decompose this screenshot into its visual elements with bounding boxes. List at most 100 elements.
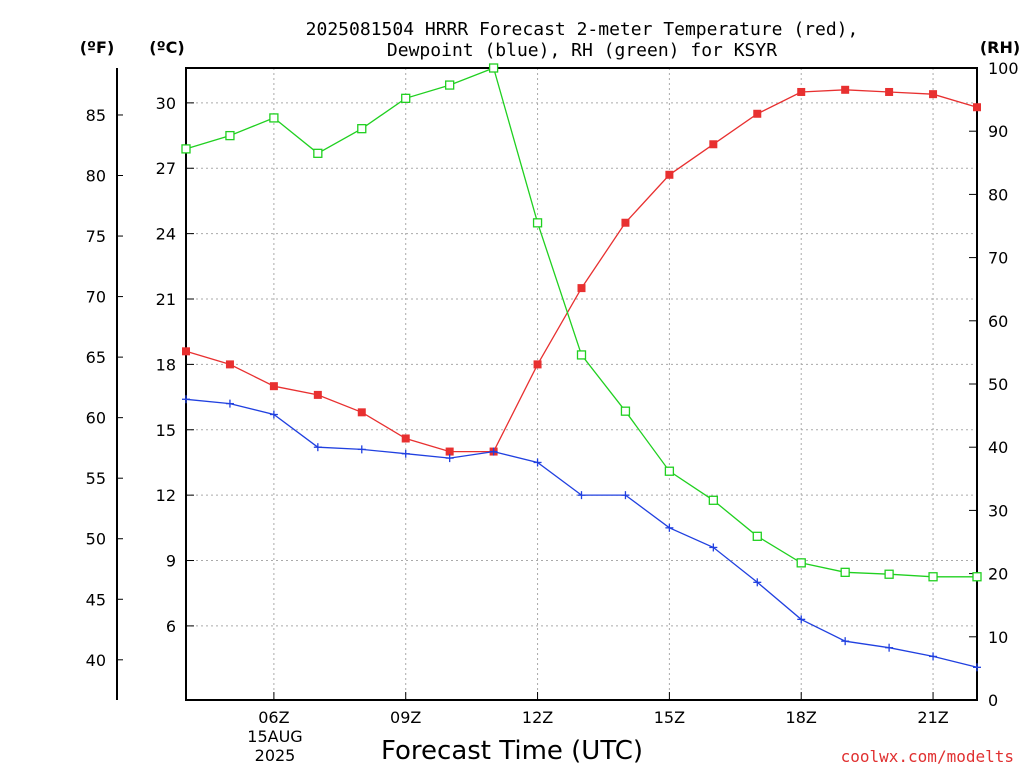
celsius-tick-label: 21 <box>156 290 176 309</box>
dewpoint-point <box>841 637 850 646</box>
rh-point <box>840 567 850 577</box>
x-tick-label: 12Z <box>522 708 553 727</box>
rh-tick-label: 70 <box>988 249 1008 268</box>
dewpoint-point <box>225 399 234 408</box>
rh-tick-label: 80 <box>988 185 1008 204</box>
fahrenheit-tick-label: 85 <box>86 106 106 125</box>
dewpoint-point <box>577 491 586 500</box>
x-tick-label: 18Z <box>786 708 817 727</box>
x-tick-label: 21Z <box>917 708 948 727</box>
temperature-point <box>313 390 322 399</box>
rh-tick-label: 30 <box>988 501 1008 520</box>
temperature-point <box>797 87 806 96</box>
rh-point <box>445 80 455 90</box>
dewpoint-point <box>445 454 454 463</box>
temperature-point <box>269 382 278 391</box>
dewpoint-point <box>401 449 410 458</box>
rh-point <box>401 93 411 103</box>
rh-point <box>269 113 279 123</box>
celsius-unit-label: (ºC) <box>149 38 184 57</box>
rh-tick-label: 0 <box>988 691 998 710</box>
temperature-point <box>621 218 630 227</box>
dewpoint-point <box>973 663 981 672</box>
rh-point <box>708 495 718 505</box>
rh-point <box>357 124 367 134</box>
rh-point <box>488 63 499 73</box>
rh-tick-label: 90 <box>988 122 1008 141</box>
rh-point <box>972 572 982 582</box>
rh-point <box>225 130 235 141</box>
celsius-tick-label: 27 <box>156 159 176 178</box>
temperature-point <box>885 87 894 96</box>
dewpoint-point <box>357 445 366 454</box>
rh-point <box>313 148 323 158</box>
celsius-tick-label: 15 <box>156 421 176 440</box>
fahrenheit-tick-label: 75 <box>86 227 106 246</box>
fahrenheit-tick-label: 45 <box>86 590 106 609</box>
x-tick-label: 15Z <box>654 708 685 727</box>
dewpoint-point <box>533 458 542 467</box>
x-tick-label: 06Z <box>258 708 289 727</box>
rh-point <box>532 218 543 228</box>
temperature-point <box>401 434 410 443</box>
celsius-tick-label: 9 <box>166 552 176 571</box>
rh-unit-label: (RH) <box>980 38 1020 57</box>
celsius-tick-label: 30 <box>156 94 176 113</box>
rh-tick-label: 10 <box>988 628 1008 647</box>
temperature-line <box>185 89 978 453</box>
fahrenheit-tick-label: 65 <box>86 348 106 367</box>
dewpoint-point <box>489 447 498 456</box>
dewpoint-point <box>885 643 894 652</box>
rh-tick-label: 100 <box>988 59 1019 78</box>
temperature-point <box>709 140 718 149</box>
celsius-tick-label: 12 <box>156 486 176 505</box>
dewpoint-point <box>929 652 938 661</box>
temperature-point <box>445 447 454 456</box>
celsius-tick-label: 6 <box>166 617 176 636</box>
date-label-year: 2025 <box>255 746 296 765</box>
rh-point <box>664 466 675 476</box>
dewpoint-point <box>621 491 630 500</box>
dewpoint-point <box>709 543 718 552</box>
rh-point <box>576 350 587 360</box>
fahrenheit-tick-label: 60 <box>86 409 106 428</box>
dewpoint-point <box>753 578 762 587</box>
celsius-tick-label: 18 <box>156 355 176 374</box>
date-label-day: 15AUG <box>247 727 302 746</box>
rh-tick-label: 60 <box>988 312 1008 331</box>
rh-point <box>796 558 806 568</box>
rh-tick-label: 50 <box>988 375 1008 394</box>
rh-point <box>752 531 762 541</box>
grid-lines <box>186 68 977 700</box>
rh-line <box>185 67 977 578</box>
rh-point <box>928 572 938 582</box>
temperature-point <box>753 109 762 118</box>
fahrenheit-tick-label: 80 <box>86 167 106 186</box>
temperature-point <box>182 347 190 356</box>
plot-frame <box>185 67 978 701</box>
axes: 06Z 09Z 12Z 15Z 18Z 21Z 6 9 12 15 18 21 24 27 30 40 45 50… <box>86 59 1019 727</box>
dewpoint-point <box>313 443 322 452</box>
temperature-point <box>533 360 542 369</box>
fahrenheit-tick-label: 70 <box>86 288 106 307</box>
chart-title-line2: Dewpoint (blue), RH (green) for KSYR <box>387 40 777 61</box>
celsius-tick-label: 24 <box>156 225 176 244</box>
fahrenheit-tick-label: 40 <box>86 651 106 670</box>
credit-text: coolwx.com/modelts <box>841 747 1014 766</box>
temperature-point <box>973 103 981 112</box>
rh-tick-label: 40 <box>988 438 1008 457</box>
temperature-point <box>225 360 234 369</box>
rh-point <box>181 144 191 154</box>
dewpoint-point <box>269 410 278 419</box>
temperature-point <box>929 90 938 99</box>
data-series <box>181 63 982 672</box>
temperature-point <box>577 284 586 293</box>
fahrenheit-tick-label: 55 <box>86 469 106 488</box>
temperature-point <box>841 85 850 94</box>
temperature-point <box>665 170 674 179</box>
temperature-point <box>357 408 366 417</box>
x-axis-title: Forecast Time (UTC) <box>381 736 643 766</box>
rh-point <box>884 569 894 579</box>
fahrenheit-tick-label: 50 <box>86 530 106 549</box>
